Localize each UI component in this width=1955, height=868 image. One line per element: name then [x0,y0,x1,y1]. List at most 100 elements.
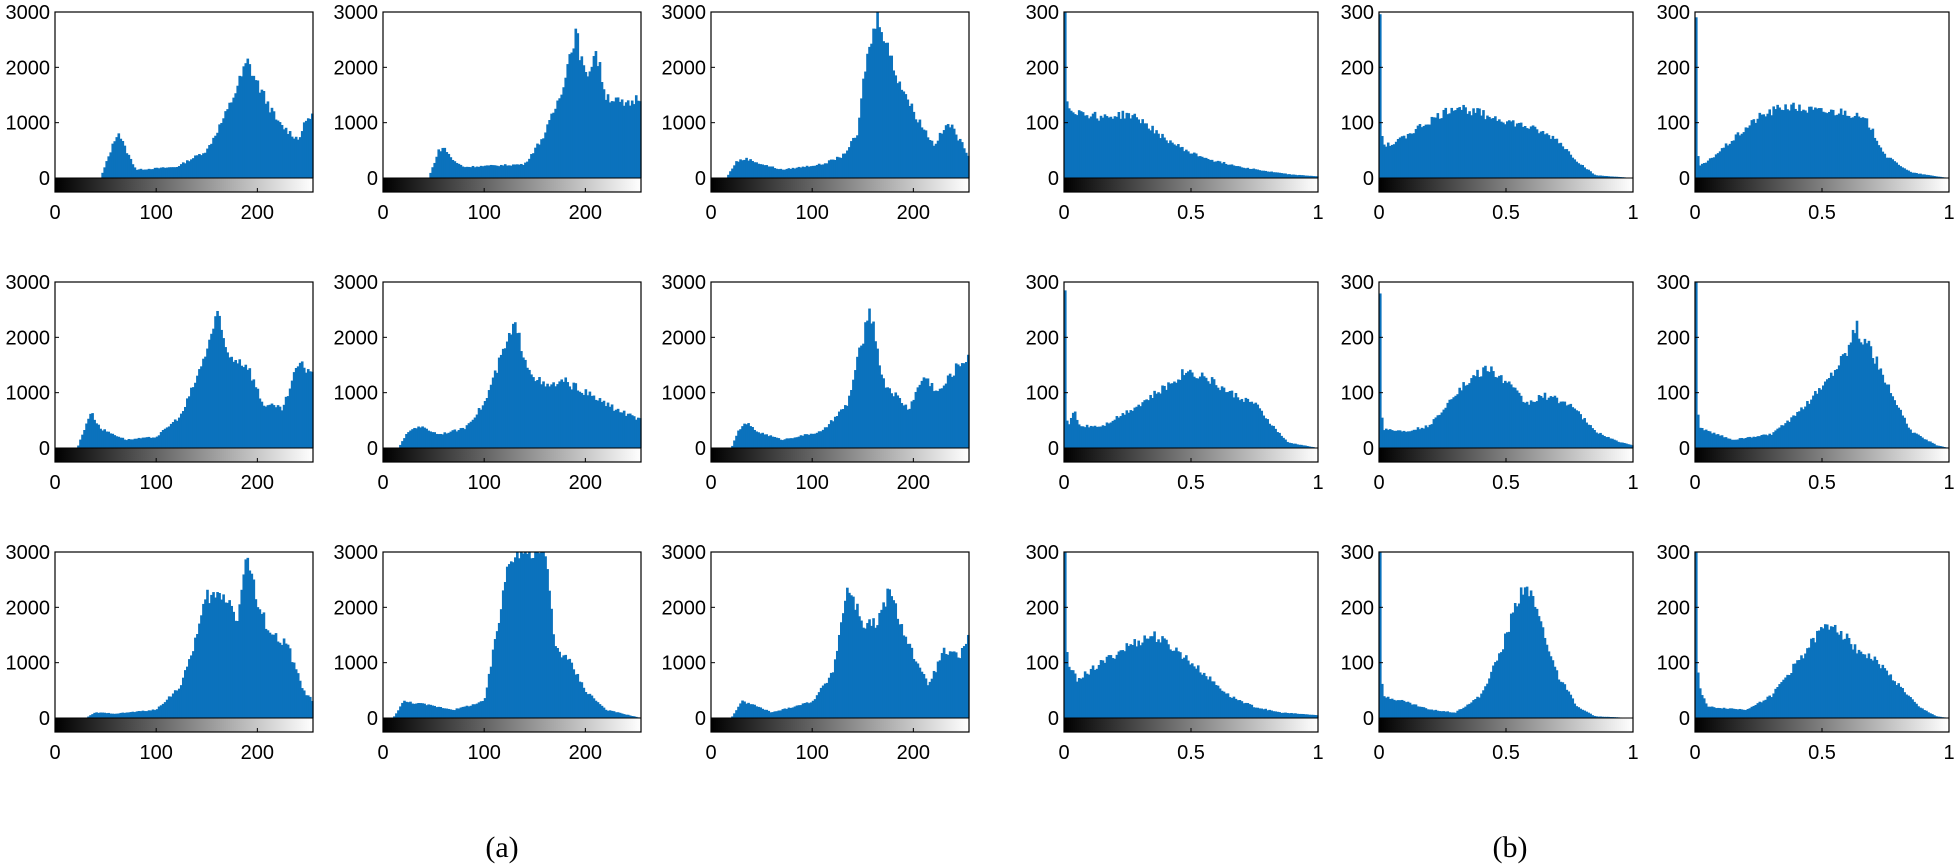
histogram-bar [741,700,744,718]
histogram-bar [604,406,608,448]
histogram-bar [1591,428,1594,448]
histogram-bar [477,702,481,718]
histogram-bar [757,706,760,718]
histogram-bar [942,385,946,448]
histogram-bar [1155,393,1158,448]
histogram-bar [1740,437,1744,448]
histogram-bar [1302,714,1305,718]
histogram-bar [1093,669,1097,718]
histogram-bar [1778,427,1781,448]
histogram-bar [1732,140,1736,178]
axes-frame [54,281,314,463]
y-tick-label: 100 [1341,653,1374,675]
histogram-bar [87,418,90,448]
histogram-bar [829,159,833,178]
histogram-bar [288,131,292,178]
histogram-bar [256,607,260,718]
histogram-bar [870,323,873,448]
histogram-bar [906,643,910,718]
histogram-bar [630,716,634,718]
histogram-bar [1575,161,1579,178]
histogram-bar [246,369,250,448]
histogram-bar [1551,135,1555,178]
histogram-bar [1288,442,1291,448]
histogram-bar [962,646,966,718]
histogram-bar [1396,138,1400,178]
histogram-bar [1933,175,1936,178]
histogram-bar [1452,712,1455,718]
histogram-bar [1129,410,1133,448]
histogram-bar [854,370,857,448]
histogram-bar [1929,441,1932,448]
histogram-bar [1300,713,1303,718]
histogram-bar [530,154,533,178]
histogram-bar [1551,397,1555,448]
histogram-bar [1466,113,1469,178]
histogram-bar [1927,441,1930,448]
histogram-bar [731,445,734,448]
histogram-bar [159,167,163,178]
histogram-bar [308,118,312,178]
histogram-bar [1853,644,1857,718]
histogram-bar [1756,703,1760,718]
histogram-bar [1402,135,1406,178]
histogram-bar [532,557,535,718]
histogram-bar [103,712,106,718]
histogram-bar [888,55,891,178]
histogram-bar [1440,118,1444,178]
histogram-bar [1788,421,1791,448]
histogram-bar [435,156,439,178]
histogram-bar [852,137,855,178]
histogram-bar [1853,333,1857,448]
histogram-bar [473,417,477,448]
histogram-bar [224,111,227,178]
histogram-bar [244,63,248,178]
histogram-bar [1907,695,1910,718]
histogram-bar [1312,176,1315,178]
histogram-bar [1843,110,1847,178]
histogram-bar [1837,113,1841,178]
histogram-bar [186,398,189,448]
histogram-bar [1515,390,1519,448]
histogram-bar [1603,175,1606,178]
histogram-bar [1714,434,1718,448]
histogram-bar [751,427,754,448]
histogram-bar [823,163,827,178]
histogram-bar [1748,708,1752,718]
histogram-bar [445,708,449,718]
histogram-bar [264,628,268,718]
histogram-bar [417,426,420,448]
axes-frame [710,551,970,733]
x-tick-label: 0 [49,202,60,224]
histogram-bar [1482,367,1485,448]
histogram-bar [1808,106,1811,178]
histogram-bar [803,703,807,718]
histogram-bar [1260,708,1264,718]
histogram-bar [1599,716,1602,718]
histogram-bar [1905,423,1908,448]
histogram-bar [226,602,229,718]
histogram-bar [1901,688,1904,718]
histogram-bar [1613,176,1616,178]
histogram-bar [793,706,797,718]
histogram-bar [250,380,254,448]
histogram-bar [930,140,934,178]
histogram-bar [1591,715,1594,718]
histogram-bar [1129,644,1133,718]
histogram-bar [1740,133,1744,178]
histogram-bar [1921,174,1924,178]
histogram-bar [437,149,441,178]
histogram-bar [1758,701,1762,718]
histogram-bar [934,672,938,718]
histogram-bar [1456,107,1459,178]
histogram-bar [1802,409,1805,448]
histogram-bar [864,628,867,718]
histogram-bar [1442,409,1446,448]
histogram-bar [1704,429,1708,448]
histogram-bar [938,132,942,178]
histogram-bar [1464,706,1467,718]
histogram-bar [884,387,887,448]
histogram-bar [1450,107,1454,178]
histogram-bar [222,118,225,178]
histogram-bar [1482,690,1485,718]
